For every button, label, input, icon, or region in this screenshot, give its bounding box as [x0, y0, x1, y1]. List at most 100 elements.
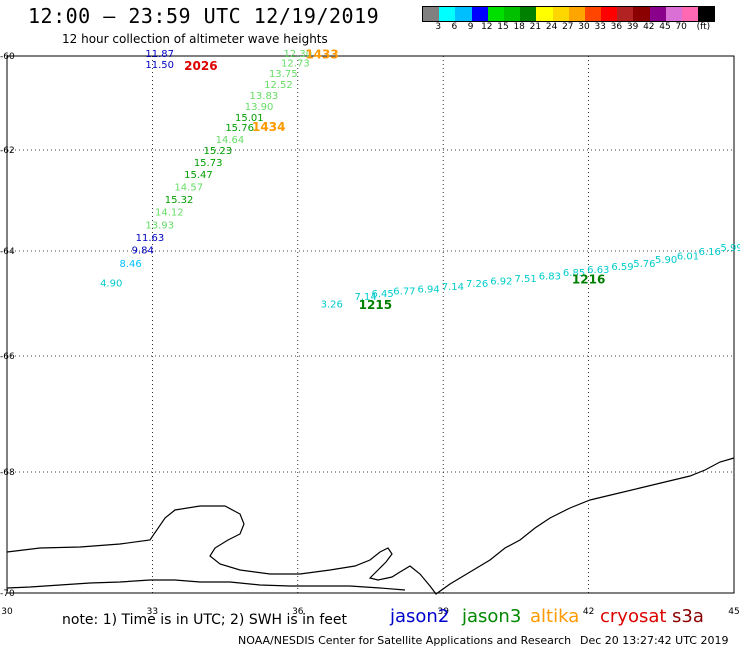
legend-s3a: s3a [672, 606, 704, 627]
wave-height-value: 6.85 [563, 268, 585, 279]
wave-height-value: 4.90 [100, 279, 122, 290]
color-swatch [633, 7, 650, 21]
color-scale-label: 18 [513, 22, 525, 32]
color-swatch [617, 7, 634, 21]
color-scale-label: 39 [626, 22, 639, 32]
wave-height-value: 12.30 [283, 49, 312, 60]
wave-height-value: 11.50 [145, 60, 174, 71]
wave-height-value: 6.63 [587, 265, 609, 276]
color-scale-labels: 3 6 9 12 15 18 21 24 27 30 33 36 39 42 45 70 (ft) [422, 22, 740, 34]
wave-height-value: 15.01 [235, 113, 264, 124]
color-scale-label: 30 [578, 22, 590, 32]
antarctic-coastline [6, 457, 735, 595]
wave-height-value: 13.75 [269, 69, 298, 80]
wave-height-value: 13.93 [145, 220, 174, 231]
wave-height-value: 9.84 [132, 246, 154, 257]
ice-shelf-edge [6, 579, 406, 591]
lon-tick-label: 45 [728, 607, 739, 617]
color-scale-label: 9 [467, 22, 474, 32]
pass-time-label: 2026 [184, 59, 217, 73]
color-swatch [552, 7, 569, 21]
wave-height-value: 15.47 [184, 170, 213, 181]
color-scale-label: 24 [545, 22, 558, 32]
legend-jason3: jason3 [462, 606, 522, 627]
wave-height-value: 11.87 [145, 49, 174, 60]
lon-tick-label: 30 [1, 607, 13, 617]
color-scale-label: (ft) [696, 22, 711, 32]
color-swatch [698, 7, 715, 21]
wave-height-value: 3.26 [321, 300, 343, 311]
lat-tick-label: -68 [0, 468, 15, 478]
wave-height-value: 6.45 [371, 289, 393, 300]
lon-tick-label: 42 [583, 607, 594, 617]
color-swatch [584, 7, 602, 21]
wave-height-value: 14.12 [155, 208, 184, 219]
pass-time-label: 1434 [252, 120, 285, 134]
footer-credit: NOAA/NESDIS Center for Satellite Applica… [238, 634, 572, 647]
lon-tick-label: 39 [437, 607, 449, 617]
color-swatch [649, 7, 666, 21]
lat-tick-label: -60 [0, 52, 15, 62]
wave-height-value: 6.16 [699, 247, 721, 258]
wave-height-value: 5.76 [633, 259, 655, 270]
color-scale-label: 12 [481, 22, 493, 32]
wave-height-value: 6.92 [490, 277, 512, 288]
chart-title: 12:00 — 23:59 UTC 12/19/2019 [28, 4, 380, 28]
color-scale-label: 15 [497, 22, 509, 32]
color-scale-label: 42 [643, 22, 655, 32]
chart-subtitle: 12 hour collection of altimeter wave hei… [62, 32, 328, 46]
wave-height-value: 14.57 [174, 182, 203, 193]
legend-jason2: jason2 [390, 606, 450, 627]
wave-height-value: 7.51 [514, 274, 536, 285]
wave-height-value: 7.26 [466, 279, 488, 290]
lon-tick-label: 33 [147, 607, 158, 617]
color-swatch [568, 7, 585, 21]
wave-height-value: 15.23 [204, 146, 233, 157]
wave-height-value: 6.59 [611, 262, 633, 273]
lat-tick-label: -70 [0, 589, 15, 599]
wave-height-value: 15.76 [225, 123, 254, 134]
pass-time-label: 1433 [305, 47, 338, 61]
color-swatch [471, 7, 488, 21]
wave-height-value: 15.32 [165, 195, 194, 206]
map-frame [6, 55, 735, 594]
color-swatch [520, 7, 537, 21]
color-scale-label: 6 [451, 22, 458, 32]
lat-tick-label: -62 [0, 146, 15, 156]
color-scale-label: 33 [594, 22, 606, 32]
wave-height-value: 14.64 [216, 135, 245, 146]
color-swatch [455, 7, 472, 21]
graticule [6, 55, 735, 594]
color-swatch [487, 7, 504, 21]
color-swatch [536, 7, 553, 21]
wave-height-value: 5.90 [655, 255, 677, 266]
wave-height-value: 6.77 [393, 287, 415, 298]
wave-height-value: 6.83 [539, 271, 561, 282]
color-swatch [503, 7, 521, 21]
wave-height-value: 8.46 [119, 259, 141, 270]
footer-timestamp: Dec 20 13:27:42 UTC 2019 [580, 634, 729, 647]
color-swatch [601, 7, 618, 21]
color-swatch [682, 7, 699, 21]
color-scale-label: 21 [529, 22, 542, 32]
pass-time-label: 1215 [359, 298, 392, 312]
color-swatch [439, 7, 456, 21]
lat-tick-label: -64 [0, 247, 15, 257]
color-swatch [665, 7, 682, 21]
wave-height-value: 11.63 [136, 233, 165, 244]
wave-height-value: 6.01 [677, 251, 699, 262]
color-scale-label: 70 [675, 22, 687, 32]
legend-cryosat: cryosat [600, 606, 667, 627]
wave-height-value: 15.73 [194, 158, 223, 169]
pass-time-label: 1216 [572, 273, 605, 287]
wave-height-value: 13.90 [245, 102, 274, 113]
color-scale-bar [422, 6, 716, 22]
color-scale-label: 27 [562, 22, 574, 32]
color-scale-label: 45 [659, 22, 671, 32]
wave-height-value: 13.83 [250, 91, 279, 102]
footer-note: note: 1) Time is in UTC; 2) SWH is in fe… [62, 612, 348, 628]
color-swatch [423, 7, 440, 21]
legend-altika: altika [530, 606, 580, 627]
color-scale-label: 36 [610, 22, 623, 32]
